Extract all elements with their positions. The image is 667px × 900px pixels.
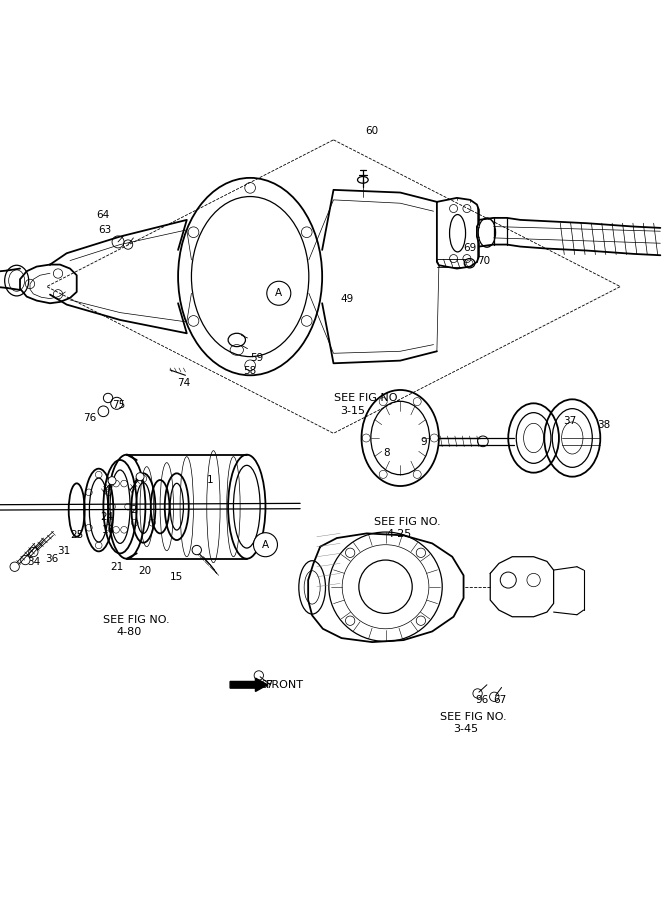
Text: 4-80: 4-80 <box>117 627 142 637</box>
Text: 3-45: 3-45 <box>454 724 479 733</box>
Text: A: A <box>262 540 269 550</box>
Circle shape <box>136 472 144 481</box>
Circle shape <box>253 533 277 557</box>
Text: 96: 96 <box>475 695 488 705</box>
Text: 15: 15 <box>170 572 183 581</box>
Circle shape <box>10 562 19 572</box>
Text: 67: 67 <box>260 680 273 689</box>
Text: 3-15: 3-15 <box>340 406 365 417</box>
Text: 21: 21 <box>110 562 123 572</box>
Text: 20: 20 <box>139 566 152 576</box>
Text: 38: 38 <box>597 419 610 429</box>
Text: 69: 69 <box>464 243 477 253</box>
Text: 1: 1 <box>207 475 213 485</box>
Text: 9: 9 <box>420 437 427 447</box>
Text: 36: 36 <box>45 554 59 563</box>
Text: 60: 60 <box>366 126 379 136</box>
Text: 75: 75 <box>112 400 125 410</box>
Text: SEE FIG NO.: SEE FIG NO. <box>103 615 170 626</box>
Text: 59: 59 <box>250 353 263 363</box>
Text: 2: 2 <box>130 505 137 515</box>
Text: 74: 74 <box>177 378 190 388</box>
Text: 67: 67 <box>494 695 507 705</box>
Text: 8: 8 <box>384 448 390 458</box>
Text: 64: 64 <box>97 211 110 220</box>
Text: 4-25: 4-25 <box>387 529 412 539</box>
Circle shape <box>108 477 116 485</box>
Text: 16: 16 <box>101 525 115 535</box>
Text: 25: 25 <box>70 530 83 540</box>
Circle shape <box>29 547 38 557</box>
Text: A: A <box>275 288 282 298</box>
Text: 63: 63 <box>99 225 112 235</box>
Text: 34: 34 <box>27 557 40 567</box>
Text: 31: 31 <box>57 546 70 556</box>
Text: 70: 70 <box>477 256 490 266</box>
Circle shape <box>21 555 30 564</box>
Text: 76: 76 <box>83 413 97 423</box>
Text: 24: 24 <box>100 512 113 522</box>
Circle shape <box>192 545 201 554</box>
Text: SEE FIG NO.: SEE FIG NO. <box>334 393 400 403</box>
Circle shape <box>267 281 291 305</box>
Text: 49: 49 <box>340 294 354 304</box>
Text: 37: 37 <box>564 417 577 427</box>
Text: SEE FIG NO.: SEE FIG NO. <box>440 712 507 722</box>
Text: SEE FIG NO.: SEE FIG NO. <box>374 517 440 527</box>
Text: FRONT: FRONT <box>265 680 303 689</box>
FancyArrow shape <box>230 678 267 691</box>
Text: 58: 58 <box>243 366 257 376</box>
